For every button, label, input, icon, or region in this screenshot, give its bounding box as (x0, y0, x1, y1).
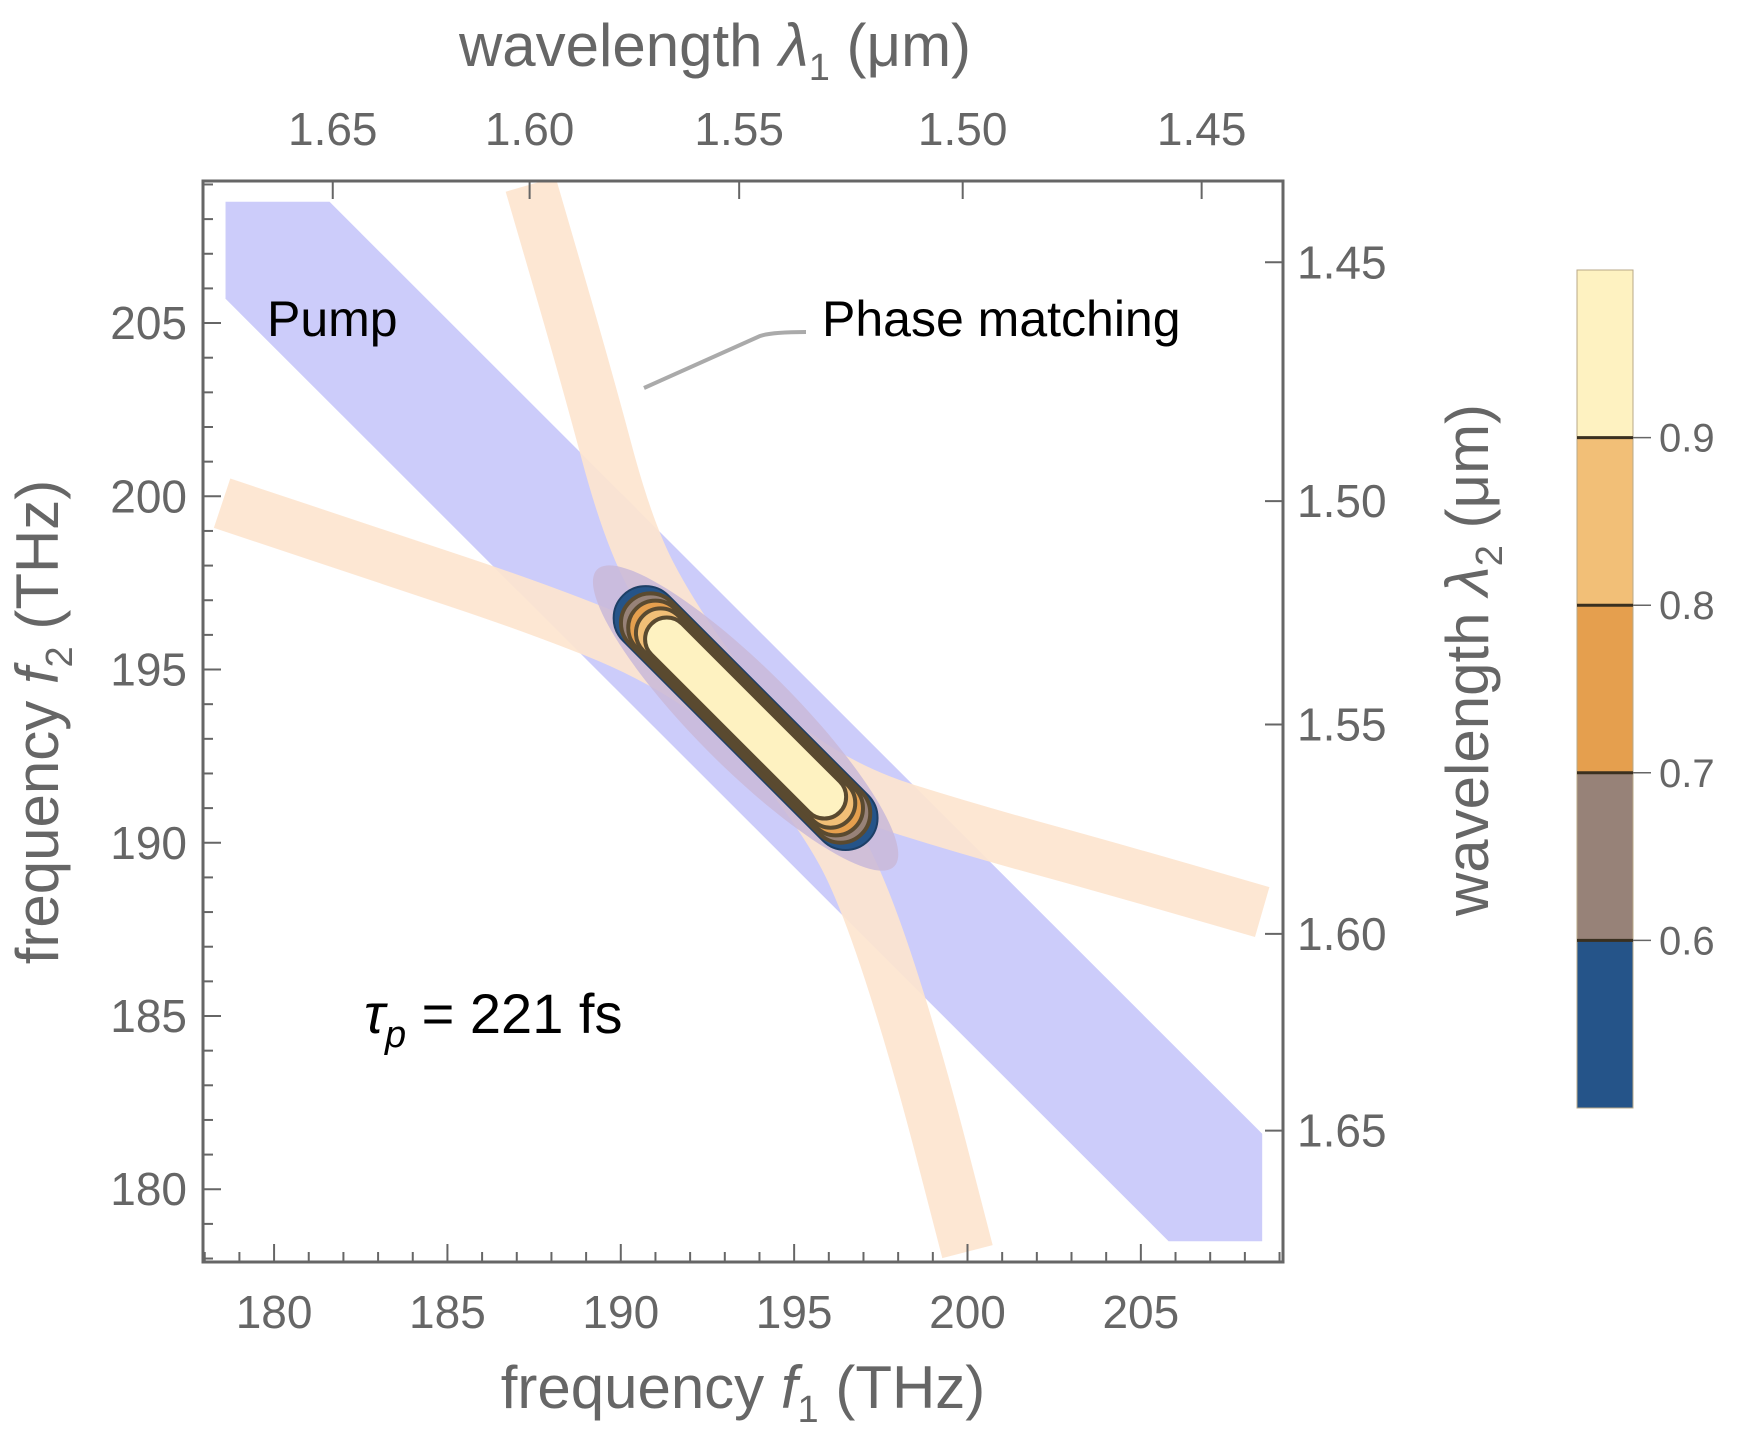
colorbar-tick-label: 0.8 (1659, 584, 1715, 628)
x-tick-label: 195 (756, 1286, 833, 1338)
right-tick-label: 1.65 (1297, 1105, 1387, 1157)
colorbar: 0.6 0.7 0.8 0.9 (1576, 269, 1715, 1109)
x-tick-label: 200 (929, 1286, 1006, 1338)
colorbar-frame (1576, 269, 1634, 1109)
top-tick-label: 1.55 (694, 103, 784, 155)
colorbar-band (1577, 605, 1633, 773)
top-axis-title: wavelength λ1 (μm) (458, 12, 971, 89)
axes-frame (201, 179, 1285, 1264)
x-axis-title: frequency f1 (THz) (501, 1354, 986, 1431)
colorbar-tick-label: 0.6 (1659, 919, 1715, 963)
colorbar-tick-label: 0.9 (1659, 417, 1715, 461)
right-tick-label: 1.55 (1297, 698, 1387, 750)
y-tick-label: 180 (110, 1163, 187, 1215)
colorbar-tick-label: 0.7 (1659, 752, 1715, 796)
right-tick-label: 1.60 (1297, 908, 1387, 960)
y-tick-label: 205 (110, 297, 187, 349)
colorbar-band (1577, 940, 1633, 1108)
phase-matching-label: Phase matching (822, 291, 1181, 347)
top-tick-label: 1.60 (485, 103, 575, 155)
x-tick-label: 190 (582, 1286, 659, 1338)
colorbar-band (1577, 270, 1633, 438)
y-tick-label: 200 (110, 470, 187, 522)
pump-label: Pump (267, 291, 398, 347)
y-tick-label: 195 (110, 644, 187, 696)
x-tick-label: 205 (1102, 1286, 1179, 1338)
top-tick-label: 1.65 (288, 103, 378, 155)
y-tick-label: 185 (110, 990, 187, 1042)
contour-layer (612, 585, 879, 851)
x-tick-label: 180 (236, 1286, 313, 1338)
top-tick-label: 1.50 (918, 103, 1008, 155)
right-tick-label: 1.45 (1297, 236, 1387, 288)
y-tick-label: 190 (110, 817, 187, 869)
tick-layer: 180 185 190 195 200 205 180 185 190 195 200 205 1.65… (110, 103, 1386, 1338)
contour-level-0.9 (643, 615, 849, 821)
x-tick-label: 185 (409, 1286, 486, 1338)
colorbar-band (1577, 772, 1633, 941)
colorbar-band (1577, 437, 1633, 606)
plot-frame (201, 179, 1285, 1264)
phase-matching-leader-line (643, 330, 807, 390)
y-axis-title: frequency f2 (THz) (4, 480, 81, 965)
pulse-duration-label: τp = 221 fs (364, 982, 622, 1056)
right-tick-label: 1.50 (1297, 475, 1387, 527)
right-axis-title: wavelength λ2 (μm) (1434, 404, 1511, 917)
top-tick-label: 1.45 (1157, 103, 1247, 155)
